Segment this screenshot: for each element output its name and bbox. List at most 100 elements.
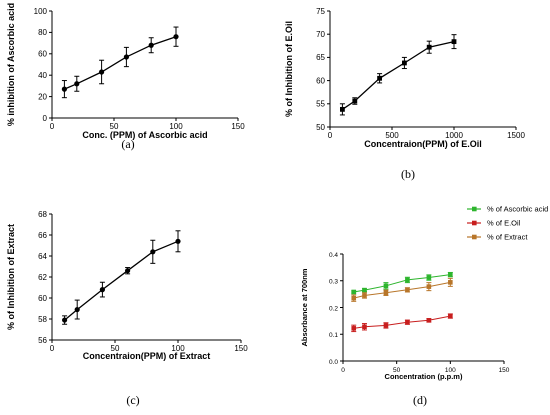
data-point [61, 86, 67, 92]
data-point [362, 324, 367, 330]
y-tick-label: 50 [316, 123, 325, 132]
y-tick-label: 68 [38, 210, 47, 219]
legend-swatch-marker [472, 206, 477, 212]
y-tick-label: 0.3 [329, 279, 338, 286]
data-point [426, 284, 432, 289]
x-tick-label: 150 [231, 122, 245, 131]
y-tick-label: 66 [38, 231, 47, 240]
data-point [426, 318, 432, 323]
data-point [377, 75, 382, 81]
y-tick-label: 62 [38, 273, 47, 282]
chart-panel-3: 56 58 60 62 64 66 68 0 50 100 150 Concentraion(PPM)… [6, 210, 248, 407]
data-series-1 [61, 26, 179, 99]
data-point [362, 287, 367, 293]
data-point [99, 69, 105, 75]
data-point [123, 54, 129, 60]
y-tick-label: 0.0 [329, 359, 338, 366]
data-point [448, 272, 453, 277]
x-tick-label: 50 [393, 367, 401, 374]
y-tick-label: 0.1 [329, 332, 338, 339]
data-point [62, 317, 68, 323]
data-point [451, 39, 457, 45]
chart-panel-4: 0.0 0.1 0.2 0.3 0.4 0 50 100 150 Concentration (p… [300, 205, 548, 407]
chart-panel-2: 50 55 60 65 70 75 0 500 1000 1500 Concentraion(PPM… [284, 7, 525, 181]
y-tick-label: 56 [38, 336, 47, 345]
data-point [74, 81, 80, 87]
data-point [426, 44, 432, 50]
x-tick-label: 100 [445, 367, 456, 374]
series-line [353, 274, 451, 293]
x-tick-label: 100 [171, 344, 185, 353]
y-tick-label: 64 [38, 252, 47, 261]
legend-entry: % of Ascorbic acid [487, 205, 548, 214]
chart-panel-1: 0 20 40 60 80 100 0 50 100 150 Conc. (PPM) of Asco… [6, 3, 245, 151]
y-tick-label: 60 [316, 76, 325, 85]
y-axis-title: % of Inhibition of E.Oil [284, 21, 294, 117]
series-line [64, 36, 177, 90]
series-line [342, 40, 455, 110]
y-tick-label: 100 [34, 7, 48, 16]
data-point [351, 295, 357, 301]
data-point [405, 287, 410, 293]
data-series-1 [62, 230, 181, 325]
y-tick-label: 0 [43, 114, 48, 123]
data-point [402, 60, 407, 66]
y-tick-label: 65 [316, 53, 325, 62]
data-point [383, 323, 389, 328]
y-tick-label: 60 [38, 294, 47, 303]
x-tick-label: 500 [385, 131, 399, 140]
legend-entry: % of E.Oil [487, 219, 521, 228]
y-tick-label: 20 [38, 92, 47, 101]
y-axis-title: Absorbance at 700nm [300, 268, 309, 346]
x-tick-label: 100 [169, 122, 183, 131]
y-axis-title: % inhibition of Ascorbic acid [6, 3, 16, 126]
panel-caption: (a) [121, 137, 134, 151]
data-series-3 [351, 277, 453, 302]
legend: % of Ascorbic acid % of E.Oil % of Extract [467, 205, 548, 242]
data-point [405, 277, 410, 283]
legend-swatch-marker [472, 220, 477, 226]
y-tick-label: 55 [316, 100, 325, 109]
y-tick-label: 80 [38, 28, 47, 37]
x-tick-label: 50 [111, 344, 120, 353]
y-tick-label: 40 [38, 71, 47, 80]
y-tick-label: 60 [38, 50, 47, 59]
x-axis-title: Concentraion(PPM) of E.Oil [364, 139, 482, 149]
x-tick-label: 1000 [445, 131, 463, 140]
data-point [150, 249, 156, 255]
data-point [74, 306, 80, 313]
data-point [148, 42, 154, 48]
data-point [405, 319, 410, 325]
data-point [362, 293, 367, 298]
y-tick-label: 58 [38, 315, 47, 324]
y-tick-label: 70 [316, 30, 325, 39]
x-axis-title: Concentraion(PPM) of Extract [83, 351, 211, 361]
data-point [426, 275, 432, 280]
series-line [353, 315, 451, 329]
panel-caption: (c) [126, 393, 139, 407]
x-axis-title: Concentration (p.p.m) [385, 372, 463, 381]
x-tick-label: 1500 [507, 131, 525, 140]
data-point [383, 283, 389, 289]
x-tick-label: 0 [50, 344, 55, 353]
x-axis-title: Conc. (PPM) of Ascorbic acid [82, 130, 207, 140]
x-tick-label: 0 [50, 122, 55, 131]
data-point [175, 238, 181, 244]
data-point [352, 98, 358, 104]
x-tick-label: 150 [499, 367, 510, 374]
data-point [173, 34, 179, 40]
data-point [383, 290, 389, 296]
data-point [351, 289, 357, 295]
y-tick-label: 0.2 [329, 305, 338, 312]
x-tick-label: 150 [234, 344, 248, 353]
x-tick-label: 0 [341, 367, 345, 374]
data-point [351, 326, 357, 331]
legend-swatch-marker [472, 234, 477, 240]
data-series-1 [339, 34, 457, 116]
data-point [448, 280, 453, 285]
panel-caption: (b) [401, 167, 415, 181]
x-tick-label: 50 [110, 122, 119, 131]
data-point [340, 106, 345, 112]
data-point [99, 287, 105, 293]
